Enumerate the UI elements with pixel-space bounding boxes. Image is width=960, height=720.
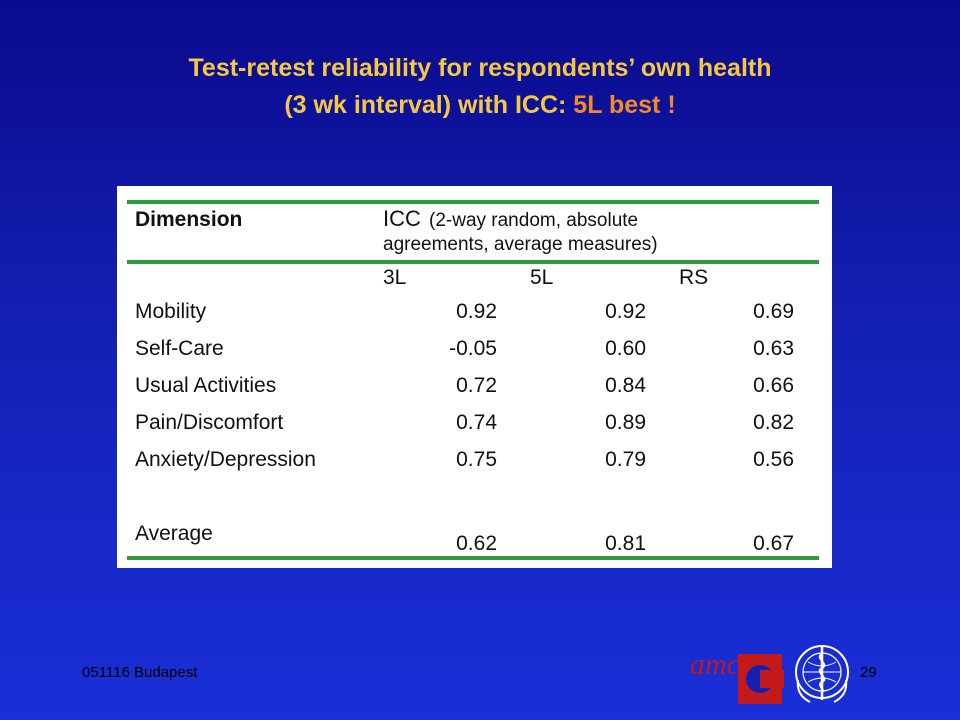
- title-line-1: Test-retest reliability for respondents’…: [188, 54, 772, 82]
- amc-logo-text: amc: [690, 648, 740, 681]
- row-value-5l: 0.92: [605, 300, 646, 323]
- row-value-5l: 0.89: [605, 411, 646, 434]
- column-header-5l: 5L: [530, 266, 554, 289]
- icc-table: Dimension ICC (2-way random, absolute ag…: [117, 186, 832, 568]
- slide-title: Test-retest reliability for respondents’…: [0, 50, 960, 124]
- table-header-rule: [127, 260, 819, 264]
- title-line-2-prefix: (3 wk interval) with ICC:: [284, 91, 574, 119]
- page-number: 29: [860, 664, 877, 681]
- row-dimension: Anxiety/Depression: [135, 448, 316, 471]
- amc-logo-icon: amc: [690, 648, 784, 704]
- row-value-5l: 0.60: [605, 337, 646, 360]
- row-value-rs: 0.56: [753, 448, 794, 471]
- average-3l: 0.62: [456, 532, 497, 555]
- row-value-rs: 0.82: [753, 411, 794, 434]
- title-highlight: 5L best !: [573, 91, 676, 119]
- title-line-2: (3 wk interval) with ICC: 5L best !: [0, 87, 960, 124]
- row-value-rs: 0.66: [753, 374, 794, 397]
- table-top-rule: [127, 200, 819, 204]
- average-label: Average: [135, 522, 213, 545]
- row-value-3l: -0.05: [449, 337, 497, 360]
- table-bottom-rule: [127, 556, 819, 560]
- header-icc-note-1: (2-way random, absolute: [429, 210, 639, 231]
- row-dimension: Self-Care: [135, 337, 224, 360]
- column-header-3l: 3L: [383, 266, 407, 289]
- row-dimension: Usual Activities: [135, 374, 277, 397]
- average-rs: 0.67: [753, 532, 794, 555]
- row-value-5l: 0.79: [605, 448, 646, 471]
- header-dimension: Dimension: [135, 208, 243, 231]
- row-value-5l: 0.84: [605, 374, 646, 397]
- header-icc: ICC: [383, 206, 421, 231]
- row-value-rs: 0.69: [753, 300, 794, 323]
- footer-text: 051116 Budapest: [82, 664, 198, 681]
- row-value-3l: 0.74: [456, 411, 497, 434]
- row-dimension: Mobility: [135, 300, 207, 323]
- row-value-3l: 0.92: [456, 300, 497, 323]
- row-value-3l: 0.75: [456, 448, 497, 471]
- row-dimension: Pain/Discomfort: [135, 411, 284, 434]
- row-value-3l: 0.72: [456, 374, 497, 397]
- who-emblem-icon: [795, 645, 849, 703]
- row-value-rs: 0.63: [753, 337, 794, 360]
- column-header-rs: RS: [679, 266, 709, 289]
- average-5l: 0.81: [605, 532, 646, 555]
- header-icc-note-2: agreements, average measures): [383, 234, 658, 255]
